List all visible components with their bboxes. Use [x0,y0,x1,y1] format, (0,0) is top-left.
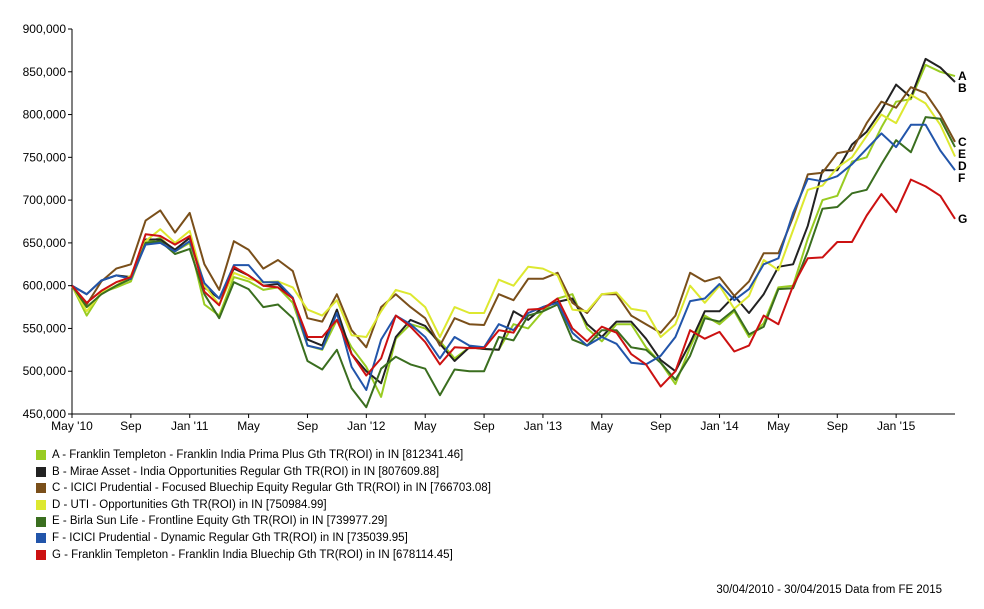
plot-area [71,29,955,415]
x-tick-label: Sep [827,419,849,433]
series-end-label-a: A [958,69,967,83]
x-axis: May '10 Sep Jan '11 May Sep Jan '12 May Sep Jan … [51,414,916,433]
legend-item-g: G - Franklin Templeton - Franklin India … [36,547,491,564]
legend-item-d: D - UTI - Opportunities Gth TR(ROI) in I… [36,497,491,514]
legend-label: D - UTI - Opportunities Gth TR(ROI) in I… [52,498,327,511]
legend-label: A - Franklin Templeton - Franklin India … [52,449,464,461]
legend-swatch [36,500,46,511]
y-tick-label: 600,000 [23,279,67,293]
legend-swatch [36,483,46,494]
x-tick-label: May [414,419,437,433]
legend-item-c: C - ICICI Prudential - Focused Bluechip … [36,480,491,497]
series-line-g [71,178,956,388]
series-line-f [71,123,956,391]
source-note: 30/04/2010 - 30/04/2015 Data from FE 201… [716,584,942,596]
series-end-label-c: C [958,135,967,149]
x-tick-label: Jan '12 [347,419,386,433]
series-end-label-b: B [958,81,967,95]
x-tick-label: May [590,419,613,433]
legend-item-a: A - Franklin Templeton - Franklin India … [36,447,491,464]
y-tick-label: 700,000 [23,193,67,207]
legend-item-b: B - Mirae Asset - India Opportunities Re… [36,464,491,481]
legend-swatch [36,466,46,477]
x-tick-label: May '10 [51,419,93,433]
x-tick-label: May [237,419,260,433]
series-line-a [71,63,956,398]
series-end-label-e: E [958,147,966,161]
y-tick-label: 550,000 [23,321,67,335]
legend-swatch [36,549,46,560]
x-tick-label: Sep [297,419,319,433]
y-axis: 450,000 500,000 550,000 600,000 650,000 700,0… [23,22,72,421]
legend: A - Franklin Templeton - Franklin India … [36,447,491,563]
x-tick-label: Jan '14 [700,419,739,433]
legend-label: F - ICICI Prudential - Dynamic Regular G… [52,531,408,544]
series-lines [71,57,956,409]
x-tick-label: Jan '13 [524,419,563,433]
legend-swatch [36,450,46,461]
legend-item-e: E - Birla Sun Life - Frontline Equity Gt… [36,513,491,530]
series-line-e [71,116,956,409]
series-end-label-g: G [958,212,967,226]
x-tick-label: Jan '11 [171,419,209,433]
series-line-b [71,57,956,385]
y-tick-label: 850,000 [23,65,67,79]
legend-item-f: F - ICICI Prudential - Dynamic Regular G… [36,530,491,547]
x-tick-label: May [767,419,790,433]
chart: 450,000 500,000 550,000 600,000 650,000 700,0… [23,22,968,433]
y-tick-label: 500,000 [23,364,67,378]
series-end-label-f: F [958,171,965,185]
y-tick-label: 900,000 [23,22,67,36]
x-tick-label: Sep [120,419,142,433]
y-tick-label: 450,000 [23,407,67,421]
series-line-c [71,86,956,349]
series-end-label-d: D [958,159,967,173]
y-tick-label: 750,000 [23,150,67,164]
legend-label: C - ICICI Prudential - Focused Bluechip … [52,482,491,495]
x-tick-label: Jan '15 [877,419,916,433]
legend-label: G - Franklin Templeton - Franklin India … [52,548,453,561]
legend-label: B - Mirae Asset - India Opportunities Re… [52,465,440,478]
x-tick-label: Sep [473,419,495,433]
y-tick-label: 800,000 [23,108,67,122]
legend-swatch [36,516,46,527]
y-tick-label: 650,000 [23,236,67,250]
x-tick-label: Sep [650,419,672,433]
legend-swatch [36,533,46,544]
legend-label: E - Birla Sun Life - Frontline Equity Gt… [52,515,388,528]
